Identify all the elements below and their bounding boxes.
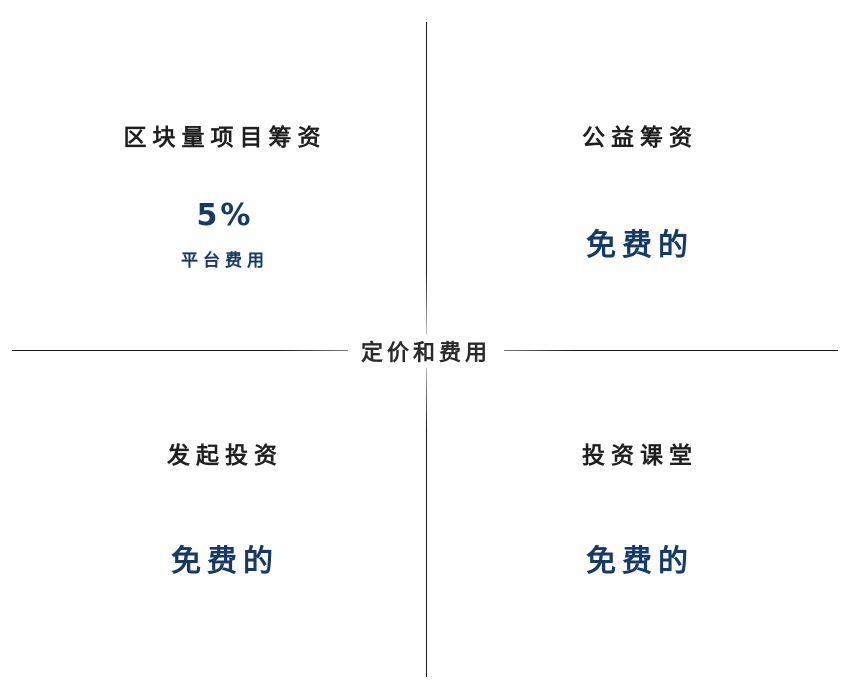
price-value: 免费的 [586,228,694,263]
quadrant-title: 公益筹资 [582,125,698,151]
section-heading: 定价和费用 [348,334,504,368]
price-value: 免费的 [171,544,279,579]
platform-fee-value: 5% [196,198,254,233]
quadrant-title: 区块量项目筹资 [123,125,327,151]
quadrant-charity-funding: 公益筹资 免费的 [427,0,853,340]
platform-fee-caption: 平台费用 [181,251,269,271]
quadrant-project-funding: 区块量项目筹资 5% 平台费用 [12,0,438,340]
price-value: 免费的 [586,544,694,579]
quadrant-start-investment: 发起投资 免费的 [12,360,438,691]
quadrant-title: 投资课堂 [582,443,698,469]
quadrant-title: 发起投资 [167,443,283,469]
quadrant-investment-class: 投资课堂 免费的 [427,360,853,691]
